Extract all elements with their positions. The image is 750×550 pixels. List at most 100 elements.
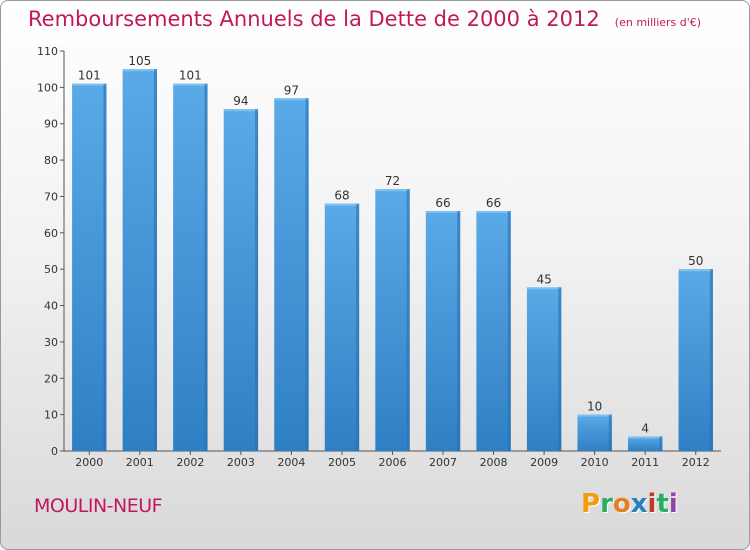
bar-top-highlight bbox=[223, 109, 259, 112]
bar-2008 bbox=[476, 211, 511, 451]
bar-edge-shade bbox=[659, 436, 663, 451]
bar-value-label: 105 bbox=[128, 54, 151, 68]
bar-edge-shade bbox=[608, 414, 612, 451]
bar-top-highlight bbox=[425, 211, 461, 213]
bar-top-highlight bbox=[324, 203, 360, 206]
bar-edge-shade bbox=[507, 211, 511, 451]
y-tick-label: 90 bbox=[44, 118, 58, 131]
bar-edge-shade bbox=[356, 203, 360, 451]
y-tick-label: 0 bbox=[51, 445, 58, 458]
bar-top-highlight bbox=[577, 414, 612, 417]
bar-2009 bbox=[526, 287, 562, 451]
x-tick-label: 2010 bbox=[581, 456, 609, 469]
bar-2006 bbox=[375, 189, 410, 451]
x-tick-label: 2002 bbox=[176, 456, 204, 469]
bar-top-highlight bbox=[476, 211, 511, 213]
logo-letter: P bbox=[581, 489, 601, 519]
bar-2004 bbox=[274, 98, 309, 451]
bar-edge-shade bbox=[153, 69, 157, 451]
y-tick-label: 80 bbox=[44, 154, 58, 167]
y-tick-label: 110 bbox=[37, 45, 58, 58]
bar-top-highlight bbox=[375, 189, 410, 192]
logo-letter: o bbox=[612, 489, 631, 519]
bar-value-label: 72 bbox=[385, 174, 400, 188]
bar-edge-shade bbox=[457, 211, 461, 451]
bar-edge-shade bbox=[103, 83, 107, 452]
y-tick-label: 60 bbox=[44, 227, 58, 240]
bar-edge-shade bbox=[709, 269, 713, 451]
x-tick-label: 2003 bbox=[227, 456, 255, 469]
bar-edge-shade bbox=[255, 109, 259, 451]
bar-2005 bbox=[324, 203, 360, 451]
bar-2002 bbox=[173, 83, 208, 452]
bar-value-label: 94 bbox=[233, 94, 248, 108]
chart-title-block: Remboursements Annuels de la Dette de 20… bbox=[28, 7, 701, 31]
bar-value-label: 10 bbox=[587, 400, 602, 414]
bar-edge-shade bbox=[305, 98, 309, 451]
place-name: MOULIN-NEUF bbox=[34, 495, 163, 517]
bar-2001 bbox=[122, 69, 157, 451]
chart-axes: 0 10 20 30 40 50 60 70 80 90 100 110 2000 2001 2002 200… bbox=[37, 45, 721, 469]
y-tick-label: 70 bbox=[44, 190, 58, 203]
logo-letter: i bbox=[668, 489, 678, 519]
chart-value-labels: 101 105 101 94 97 68 72 66 66 45 10 4 50 bbox=[78, 54, 704, 435]
bar-2000 bbox=[72, 83, 107, 452]
bar-value-label: 101 bbox=[78, 69, 101, 83]
bar-value-label: 66 bbox=[486, 196, 501, 210]
bar-value-label: 101 bbox=[179, 69, 202, 83]
bar-2012 bbox=[678, 269, 713, 451]
bar-2010 bbox=[577, 414, 612, 451]
bar-body bbox=[425, 211, 461, 451]
x-tick-label: 2012 bbox=[682, 456, 710, 469]
y-tick-label: 40 bbox=[44, 300, 58, 313]
bar-2003 bbox=[223, 109, 259, 451]
bar-top-highlight bbox=[678, 269, 713, 272]
x-tick-label: 2007 bbox=[429, 456, 457, 469]
y-tick-label: 20 bbox=[44, 372, 58, 385]
chart-title: Remboursements Annuels de la Dette de 20… bbox=[28, 7, 600, 31]
bar-value-label: 66 bbox=[435, 196, 450, 210]
bar-edge-shade bbox=[406, 189, 410, 451]
bar-body bbox=[274, 98, 309, 451]
bar-top-highlight bbox=[72, 83, 107, 86]
y-tick-label: 10 bbox=[44, 409, 58, 422]
bar-body bbox=[122, 69, 157, 451]
bar-body bbox=[577, 414, 612, 451]
bar-edge-shade bbox=[558, 287, 562, 451]
x-tick-label: 2004 bbox=[277, 456, 305, 469]
bar-value-label: 97 bbox=[284, 83, 299, 97]
x-tick-label: 2009 bbox=[530, 456, 558, 469]
x-tick-label: 2008 bbox=[480, 456, 508, 469]
bar-body bbox=[324, 203, 360, 451]
y-tick-label: 50 bbox=[44, 263, 58, 276]
logo-letter: i bbox=[647, 489, 657, 519]
y-tick-label: 30 bbox=[44, 336, 58, 349]
bar-body bbox=[628, 436, 663, 451]
bar-top-highlight bbox=[122, 69, 157, 72]
bar-value-label: 50 bbox=[688, 254, 703, 268]
bar-top-highlight bbox=[173, 83, 208, 86]
bar-body bbox=[72, 83, 107, 452]
x-tick-label: 2006 bbox=[379, 456, 407, 469]
x-tick-label: 2001 bbox=[126, 456, 154, 469]
bar-body bbox=[678, 269, 713, 451]
bar-body bbox=[526, 287, 562, 451]
bar-body bbox=[476, 211, 511, 451]
bar-value-label: 68 bbox=[334, 189, 349, 203]
y-tick-label: 100 bbox=[37, 81, 58, 94]
logo-letter: r bbox=[600, 489, 613, 519]
bar-2007 bbox=[425, 211, 461, 451]
proxiti-logo: Proxiti bbox=[581, 489, 678, 519]
chart-unit-label: (en milliers d'€) bbox=[614, 16, 702, 29]
bar-body bbox=[223, 109, 259, 451]
x-tick-label: 2011 bbox=[631, 456, 659, 469]
bar-value-label: 4 bbox=[641, 421, 649, 435]
x-tick-label: 2005 bbox=[328, 456, 356, 469]
chart-bars bbox=[72, 69, 713, 452]
bar-top-highlight bbox=[628, 436, 663, 439]
bar-value-label: 45 bbox=[536, 272, 551, 286]
x-tick-label: 2000 bbox=[75, 456, 103, 469]
bar-body bbox=[173, 83, 208, 452]
